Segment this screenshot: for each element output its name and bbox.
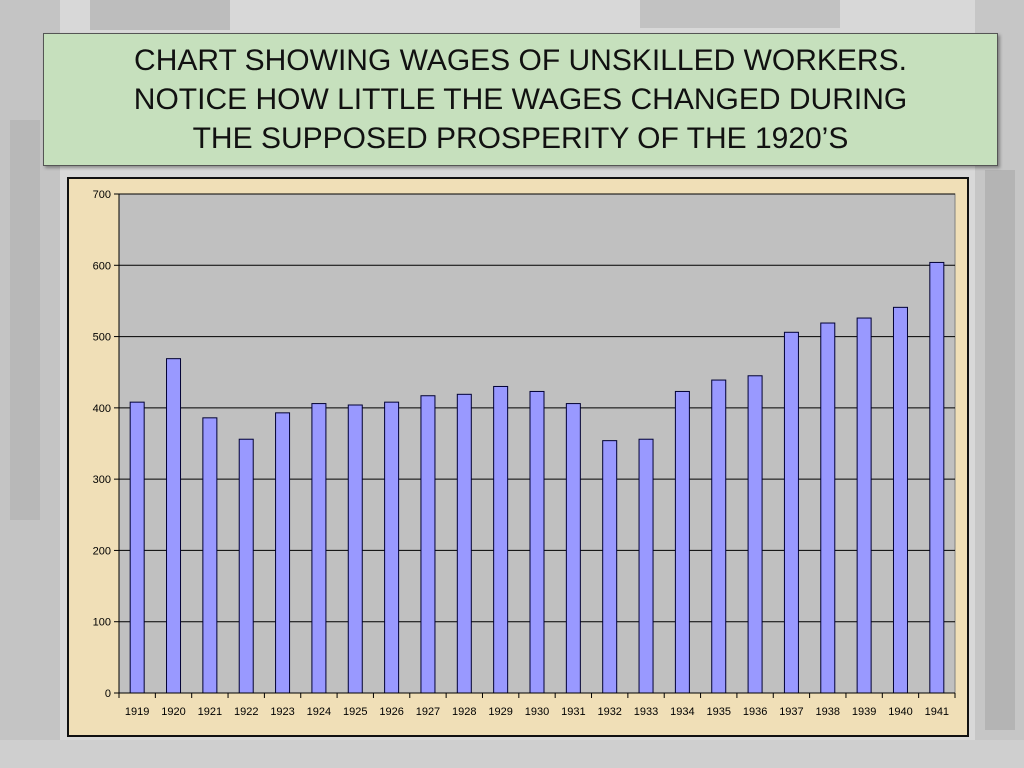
x-tick-label: 1935 [706, 706, 730, 718]
bar-1934 [674, 390, 690, 694]
bar-1927 [420, 395, 436, 694]
y-tick-labels: 0 100 200 300 400 500 600 700 [93, 189, 111, 700]
bar-1936 [747, 375, 763, 694]
x-tick-label: 1921 [198, 706, 222, 718]
bar-1920 [166, 358, 182, 694]
y-tick-label: 500 [93, 332, 111, 344]
bar-1930 [529, 390, 545, 694]
x-tick-label: 1933 [634, 706, 658, 718]
bar-1938 [820, 322, 836, 694]
bar-1941 [929, 261, 945, 694]
bar-1919 [129, 401, 145, 694]
x-tick-label: 1929 [488, 706, 512, 718]
axes [114, 193, 956, 698]
bar-1932 [602, 440, 618, 694]
bar-1935 [711, 379, 727, 694]
bars [129, 261, 945, 694]
x-tick-label: 1941 [925, 706, 949, 718]
x-tick-label: 1931 [561, 706, 585, 718]
bar-1929 [493, 385, 509, 694]
title-line-3: THE SUPPOSED PROSPERITY OF THE 1920’S [192, 122, 849, 155]
title-box: CHART SHOWING WAGES OF UNSKILLED WORKERS… [43, 33, 998, 166]
x-tick-labels: 1919 1920 1921 1922 1923 1924 1925 1926 1927 1928… [125, 706, 949, 718]
x-tick-label: 1937 [779, 706, 803, 718]
y-tick-label: 200 [93, 545, 111, 557]
y-tick-label: 400 [93, 403, 111, 415]
chart-frame: 0 100 200 300 400 500 600 700 1919 1920 1921 1922 1… [67, 177, 969, 737]
x-tick-label: 1919 [125, 706, 149, 718]
bar-1933 [638, 438, 654, 694]
x-tick-label: 1940 [888, 706, 912, 718]
bar-1925 [347, 404, 363, 694]
title-line-2: NOTICE HOW LITTLE THE WAGES CHANGED DURI… [133, 83, 908, 116]
bar-1928 [456, 393, 472, 694]
bar-1940 [892, 306, 908, 694]
y-tick-label: 300 [93, 474, 111, 486]
bar-1924 [311, 403, 327, 694]
bar-1921 [202, 417, 218, 694]
bar-1926 [384, 401, 400, 694]
y-tick-label: 600 [93, 260, 111, 272]
x-tick-label: 1936 [743, 706, 767, 718]
x-tick-label: 1920 [161, 706, 185, 718]
x-tick-label: 1928 [452, 706, 476, 718]
bar-1923 [275, 412, 291, 694]
x-tick-label: 1924 [307, 706, 331, 718]
bar-1939 [856, 317, 872, 694]
x-tick-label: 1926 [379, 706, 403, 718]
x-tick-label: 1938 [816, 706, 840, 718]
title-line-1: CHART SHOWING WAGES OF UNSKILLED WORKERS… [134, 44, 907, 77]
y-tick-label: 700 [93, 189, 111, 201]
y-tick-label: 0 [105, 688, 111, 700]
x-tick-label: 1934 [670, 706, 694, 718]
x-tick-label: 1930 [525, 706, 549, 718]
x-tick-label: 1927 [416, 706, 440, 718]
x-tick-label: 1922 [234, 706, 258, 718]
chart-title: CHART SHOWING WAGES OF UNSKILLED WORKERS… [126, 41, 915, 158]
x-tick-label: 1923 [270, 706, 294, 718]
bar-1937 [783, 331, 799, 694]
bar-1931 [565, 403, 581, 694]
x-tick-label: 1939 [852, 706, 876, 718]
bar-1922 [238, 438, 254, 694]
x-tick-label: 1925 [343, 706, 367, 718]
x-tick-label: 1932 [597, 706, 621, 718]
y-tick-label: 100 [93, 617, 111, 629]
